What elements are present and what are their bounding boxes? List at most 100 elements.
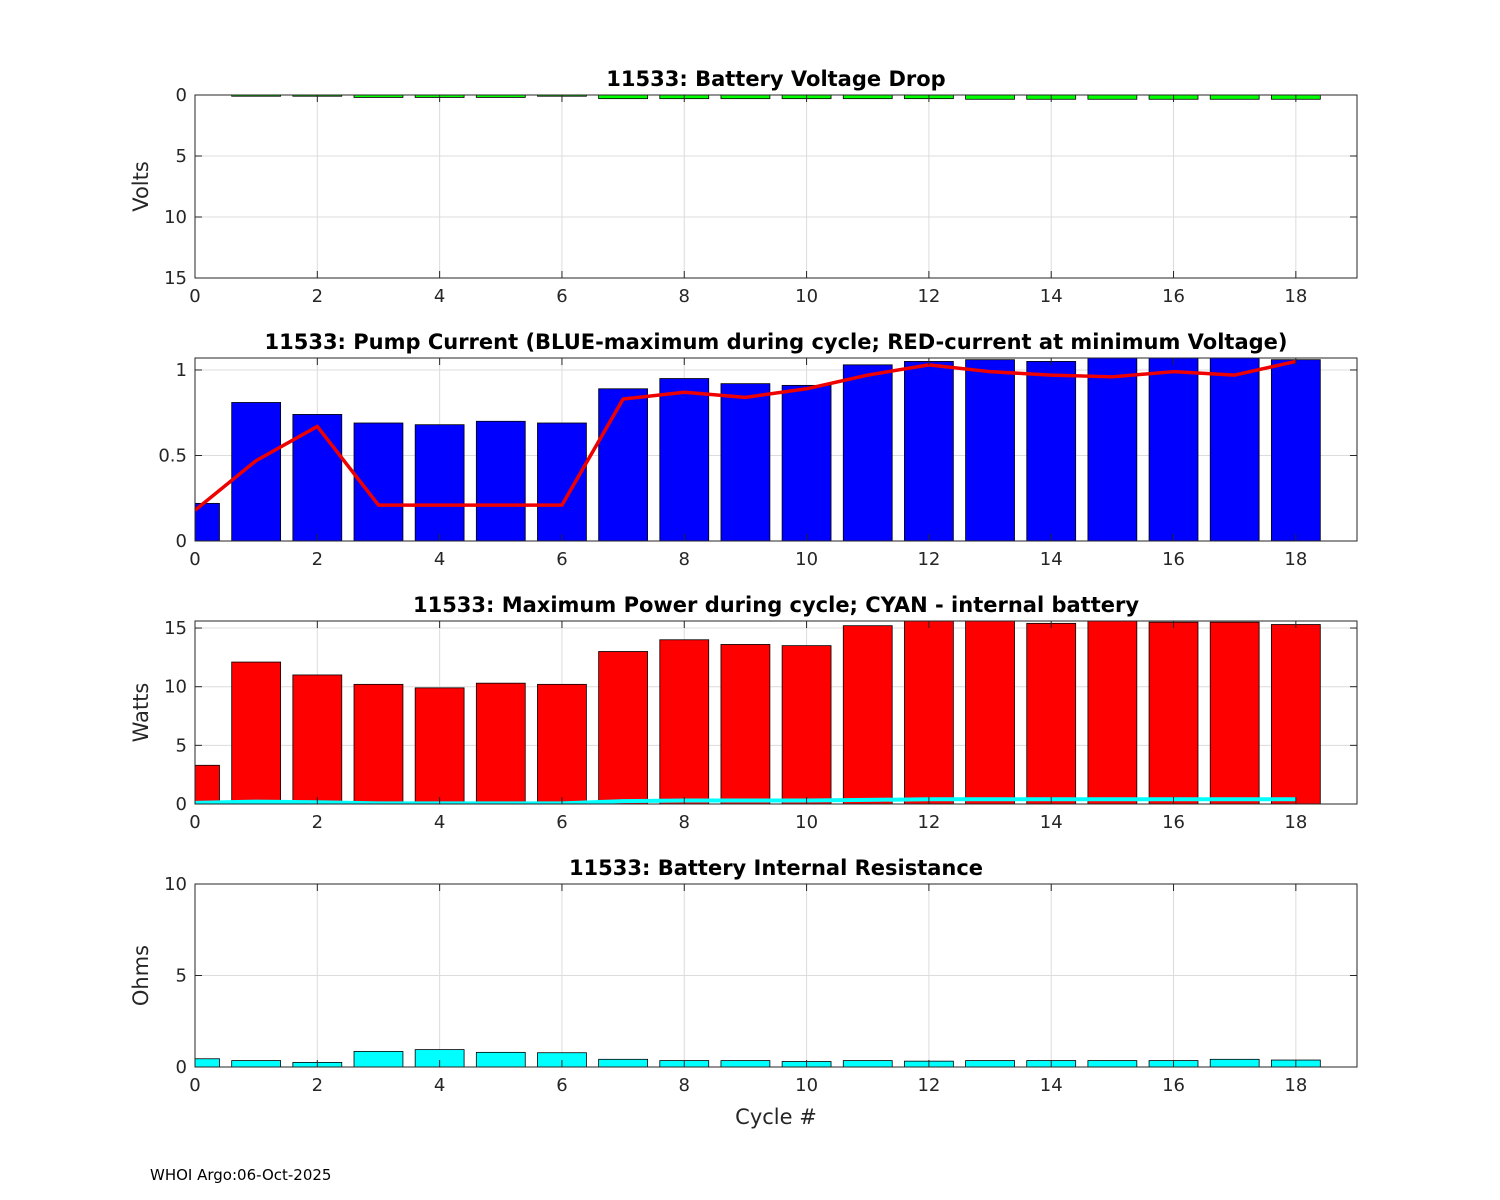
chart-title: 11533: Battery Internal Resistance xyxy=(569,856,983,880)
bar xyxy=(1087,358,1138,541)
bar xyxy=(353,683,404,804)
bar xyxy=(659,378,710,541)
bar xyxy=(1209,358,1260,541)
x-tick-label: 0 xyxy=(189,549,200,570)
data-layer xyxy=(195,621,1321,804)
bar xyxy=(1087,1060,1138,1067)
bar xyxy=(231,95,282,97)
bar xyxy=(720,95,771,100)
y-tick-label: 0 xyxy=(176,85,187,106)
y-tick-label: 5 xyxy=(176,966,187,987)
y-axis-label: Volts xyxy=(129,161,153,212)
bar xyxy=(414,687,465,804)
x-tick-label: 18 xyxy=(1284,1075,1307,1096)
bar xyxy=(1270,359,1321,541)
x-tick-label: 10 xyxy=(795,1075,818,1096)
chart-resistance: 0 2 4 6 8 10 12 14 16 18 0 5 10 11533: Battery Intern… xyxy=(129,856,1358,1129)
x-tick-label: 8 xyxy=(679,286,690,307)
x-tick-label: 14 xyxy=(1040,812,1063,833)
y-axis-label: Watts xyxy=(129,683,153,743)
bar xyxy=(475,420,526,541)
bar xyxy=(353,95,404,98)
bar xyxy=(965,621,1015,804)
footer-stamp: WHOI Argo:06-Oct-2025 xyxy=(150,1166,332,1184)
x-tick-label: 8 xyxy=(679,1075,690,1096)
axes-frame xyxy=(194,94,1358,279)
bar xyxy=(475,95,526,98)
bar xyxy=(537,683,587,804)
bar xyxy=(231,661,282,804)
y-tick-label: 15 xyxy=(164,618,187,639)
bar xyxy=(537,422,587,541)
bar xyxy=(965,95,1015,100)
bar xyxy=(720,383,771,541)
bar xyxy=(231,1060,282,1067)
x-tick-label: 14 xyxy=(1040,1075,1063,1096)
x-tick-label: 12 xyxy=(917,1075,940,1096)
bar xyxy=(842,95,893,100)
bar xyxy=(1209,95,1260,100)
y-tick-label: 5 xyxy=(176,146,187,167)
x-tick-label: 16 xyxy=(1162,812,1185,833)
x-tick-label: 2 xyxy=(312,812,323,833)
bar xyxy=(965,359,1015,541)
bar xyxy=(292,674,343,804)
x-tick-label: 12 xyxy=(917,812,940,833)
bar xyxy=(720,644,771,804)
series-line xyxy=(195,359,1297,512)
bar xyxy=(1087,621,1138,804)
bar xyxy=(842,364,893,541)
x-tick-label: 8 xyxy=(679,812,690,833)
axes-frame xyxy=(194,620,1358,805)
y-tick-label: 5 xyxy=(176,735,187,756)
bar xyxy=(1209,621,1260,804)
x-tick-label: 8 xyxy=(679,549,690,570)
bar xyxy=(781,645,832,804)
y-tick-label: 10 xyxy=(164,207,187,228)
x-tick-label: 18 xyxy=(1284,812,1307,833)
x-tick-label: 18 xyxy=(1284,549,1307,570)
chart-title: 11533: Maximum Power during cycle; CYAN … xyxy=(413,593,1139,617)
bar xyxy=(598,388,648,541)
chart-title: 11533: Battery Voltage Drop xyxy=(606,67,945,91)
y-tick-label: 0 xyxy=(176,531,187,552)
bar xyxy=(598,95,648,100)
bar xyxy=(659,639,710,804)
bar xyxy=(475,1051,526,1067)
bar xyxy=(195,764,220,804)
x-tick-label: 14 xyxy=(1040,549,1063,570)
bar xyxy=(1148,621,1199,804)
bar xyxy=(1270,624,1321,804)
axes-frame xyxy=(194,357,1358,542)
bar xyxy=(353,1051,404,1067)
bar xyxy=(1087,95,1138,100)
x-tick-label: 10 xyxy=(795,286,818,307)
y-tick-label: 10 xyxy=(164,677,187,698)
x-tick-label: 16 xyxy=(1162,549,1185,570)
data-layer xyxy=(195,358,1321,541)
bar xyxy=(842,1060,893,1067)
bar xyxy=(842,625,893,804)
x-tick-label: 6 xyxy=(556,286,567,307)
x-tick-label: 6 xyxy=(556,812,567,833)
x-tick-label: 0 xyxy=(189,286,200,307)
x-tick-label: 12 xyxy=(917,286,940,307)
x-axis-label: Cycle # xyxy=(735,1105,817,1129)
x-tick-label: 4 xyxy=(434,286,445,307)
x-tick-label: 6 xyxy=(556,1075,567,1096)
x-tick-label: 6 xyxy=(556,549,567,570)
x-tick-label: 4 xyxy=(434,549,445,570)
x-tick-label: 12 xyxy=(917,549,940,570)
x-tick-label: 2 xyxy=(312,1075,323,1096)
bar xyxy=(292,414,343,541)
x-tick-label: 0 xyxy=(189,812,200,833)
bar xyxy=(1026,361,1077,541)
chart-current: 0 2 4 6 8 10 12 14 16 18 0 0.5 1 11533: Pump Current … xyxy=(158,330,1358,570)
series-line xyxy=(195,797,1296,804)
plot-area xyxy=(195,95,1357,278)
x-tick-label: 16 xyxy=(1162,1075,1185,1096)
x-tick-label: 2 xyxy=(312,286,323,307)
bar xyxy=(598,1058,648,1067)
y-axis-label: Ohms xyxy=(129,945,153,1006)
